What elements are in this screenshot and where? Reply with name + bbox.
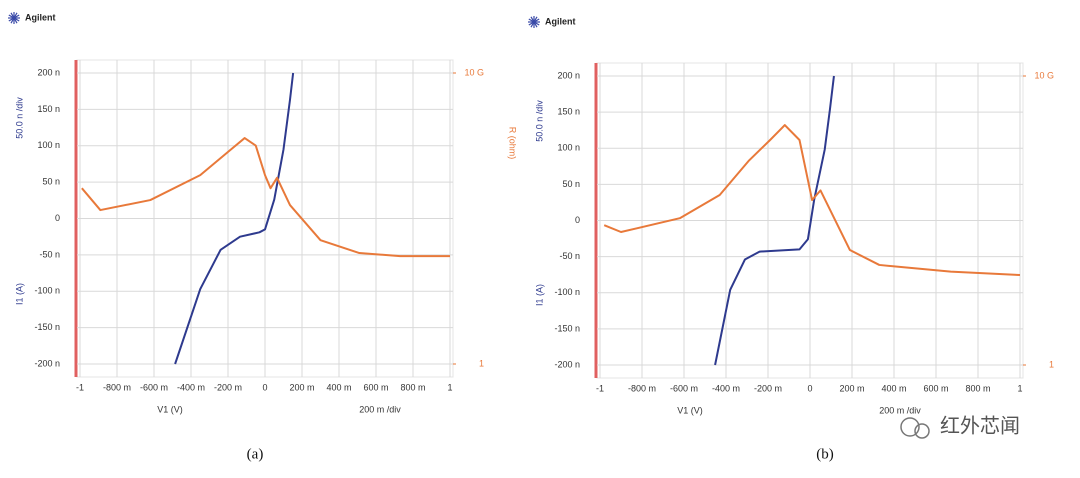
watermark-icon [900, 417, 920, 437]
y-tick-label: -100 n [34, 286, 60, 296]
y-tick-label: 150 n [37, 104, 60, 114]
x-axis-label: V1 (V) [677, 405, 703, 415]
y2-tick-label: 10 G [464, 67, 484, 77]
x-tick-label: -400 m [712, 383, 740, 393]
watermark: 红外芯闻 [900, 414, 1020, 439]
x-tick-label: 1 [447, 382, 452, 392]
y2-tick-label: 1 [479, 358, 484, 368]
x-tick-label: 800 m [965, 383, 990, 393]
y-tick-label: -100 n [554, 287, 580, 297]
x-tick-label: 0 [807, 383, 812, 393]
y-tick-label: -150 n [554, 323, 580, 333]
logo-icon [528, 16, 540, 28]
x-scale-label: 200 m /div [879, 405, 921, 415]
x-scale-label: 200 m /div [359, 404, 401, 414]
y-tick-label: 100 n [557, 143, 580, 153]
x-tick-label: 600 m [923, 383, 948, 393]
y-tick-label: 50 n [562, 179, 580, 189]
x-tick-label: 200 m [839, 383, 864, 393]
caption: (a) [247, 446, 264, 462]
x-tick-label: 400 m [881, 383, 906, 393]
y-scale-label: 50.0 n /div [14, 97, 24, 139]
watermark-icon [914, 423, 930, 439]
x-tick-label: -400 m [177, 382, 205, 392]
y-tick-label: -50 n [559, 251, 580, 261]
series-line [174, 72, 295, 365]
series-line [81, 137, 450, 258]
x-tick-label: -800 m [628, 383, 656, 393]
caption: (b) [816, 446, 834, 462]
series-line [714, 75, 835, 366]
y-tick-label: 200 n [557, 70, 580, 80]
series-line [603, 124, 1021, 277]
x-tick-label: -800 m [103, 382, 131, 392]
chart: Agilent -1 -800 m -600 m -400 m -200 m 0 200 m 4… [8, 12, 518, 462]
y-scale-label: 50.0 n /div [534, 100, 544, 142]
y-tick-label: 200 n [37, 67, 60, 77]
y-tick-label: -50 n [39, 249, 60, 259]
y-tick-label: 100 n [37, 140, 60, 150]
x-tick-label: 400 m [326, 382, 351, 392]
logo-text: Agilent [25, 12, 56, 22]
x-tick-label: -200 m [214, 382, 242, 392]
watermark-text: 红外芯闻 [940, 414, 1020, 437]
x-tick-label: -1 [596, 383, 604, 393]
y-axis-label: I1 (A) [534, 284, 544, 306]
y-tick-label: 0 [575, 215, 580, 225]
logo-ray [8, 14, 20, 22]
y-tick-label: -200 n [554, 359, 580, 369]
x-tick-label: 0 [262, 382, 267, 392]
y-tick-label: 0 [55, 213, 60, 223]
x-axis-label: V1 (V) [157, 404, 183, 414]
chart: Agilent -1 -800 m -600 m -400 m -200 m 0 200 m 4… [528, 16, 1054, 462]
y-tick-label: 150 n [557, 107, 580, 117]
logo-icon [8, 12, 20, 24]
x-tick-label: -600 m [140, 382, 168, 392]
x-tick-label: 600 m [363, 382, 388, 392]
y-tick-label: 50 n [42, 177, 60, 187]
y-tick-label: -200 n [34, 358, 60, 368]
logo-text: Agilent [545, 16, 576, 26]
y-axis-label: I1 (A) [14, 283, 24, 305]
y-tick-label: -150 n [34, 322, 60, 332]
x-tick-label: 800 m [400, 382, 425, 392]
x-tick-label: -1 [76, 382, 84, 392]
logo-ray [528, 18, 540, 26]
y2-tick-label: 10 G [1034, 70, 1054, 80]
x-tick-label: 200 m [289, 382, 314, 392]
y2-axis-label: R (ohm) [508, 127, 518, 160]
x-tick-label: 1 [1017, 383, 1022, 393]
x-tick-label: -600 m [670, 383, 698, 393]
x-tick-label: -200 m [754, 383, 782, 393]
y2-tick-label: 1 [1049, 359, 1054, 369]
